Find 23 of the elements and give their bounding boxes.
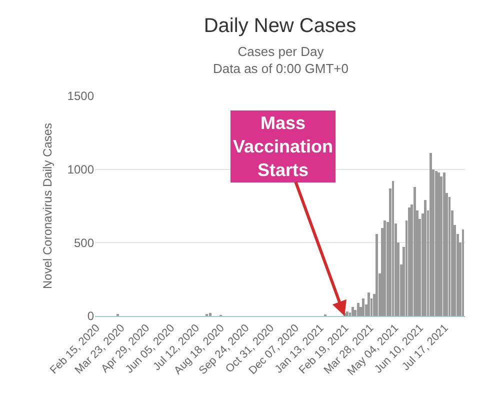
bar (384, 220, 386, 316)
bar (424, 200, 427, 316)
y-tick-label: 0 (87, 309, 94, 324)
bar (362, 298, 365, 316)
bar (356, 302, 360, 316)
bar (346, 312, 348, 316)
bar (351, 307, 354, 316)
bar (442, 172, 446, 316)
y-axis-title: Novel Coronavirus Daily Cases (40, 122, 55, 290)
chart-subtitle: Cases per Day Data as of 0:00 GMT+0 (213, 44, 348, 76)
bar (208, 313, 212, 316)
y-tick-label: 500 (74, 236, 94, 250)
y-tick-label: 1000 (67, 162, 94, 177)
bar (440, 176, 443, 316)
bar (434, 170, 438, 316)
y-tick-label: 1500 (67, 89, 94, 104)
annotation: Mass Vaccination Starts (233, 113, 334, 180)
chart-title: Daily New Cases (204, 15, 356, 37)
bar (408, 207, 410, 316)
bar (429, 153, 432, 316)
bar (368, 292, 370, 316)
bar (413, 186, 416, 316)
bar (376, 234, 378, 316)
